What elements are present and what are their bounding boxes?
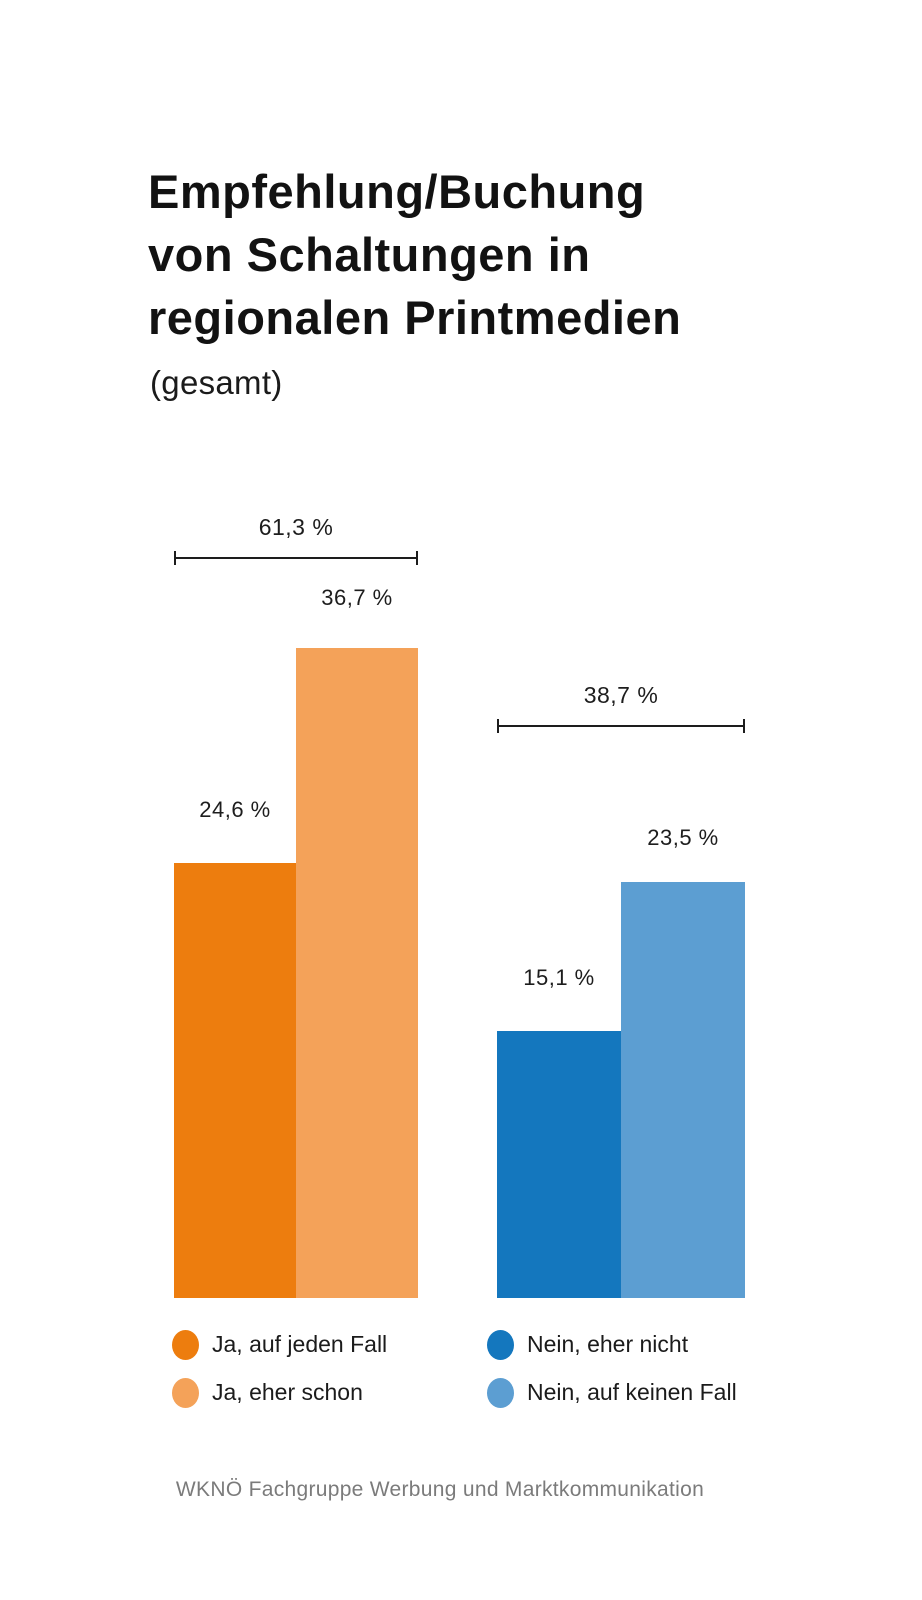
bar-nein-auf-keinen-fall xyxy=(621,882,745,1298)
legend-column-nein: Nein, eher nicht Nein, auf keinen Fall xyxy=(487,1329,737,1408)
page-title-line-1: Empfehlung/Buchung xyxy=(148,165,646,218)
legend-swatch-ja-eher-schon-icon xyxy=(172,1377,199,1408)
legend-label: Nein, eher nicht xyxy=(527,1331,689,1357)
value-label-nein-auf-keinen-fall: 23,5 % xyxy=(647,825,719,850)
bar-ja-eher-schon xyxy=(296,648,418,1298)
total-bracket-ja xyxy=(174,551,418,565)
legend-label: Nein, auf keinen Fall xyxy=(527,1379,737,1405)
value-label-ja-auf-jeden-fall: 24,6 % xyxy=(199,797,271,822)
total-bracket-nein xyxy=(497,719,745,733)
page-title: Empfehlung/Buchung von Schaltungen in re… xyxy=(148,160,828,349)
legend-label: Ja, auf jeden Fall xyxy=(212,1331,388,1357)
page-title-line-2: von Schaltungen in xyxy=(148,228,591,281)
legend-swatch-nein-eher-nicht-icon xyxy=(487,1329,514,1360)
total-label-nein: 38,7 % xyxy=(583,682,659,708)
legend-column-ja: Ja, auf jeden Fall Ja, eher schon xyxy=(172,1329,387,1408)
source-attribution: WKNÖ Fachgruppe Werbung und Marktkommuni… xyxy=(175,1478,705,1501)
bar-nein-eher-nicht xyxy=(497,1031,621,1298)
bar-ja-auf-jeden-fall xyxy=(174,863,296,1298)
page-subtitle: (gesamt) xyxy=(150,364,283,401)
page-title-line-3: regionalen Printmedien xyxy=(148,291,682,344)
legend-swatch-nein-auf-keinen-fall-icon xyxy=(487,1377,514,1408)
legend-item-nein-auf-keinen-fall: Nein, auf keinen Fall xyxy=(487,1377,737,1408)
legend-item-ja-eher-schon: Ja, eher schon xyxy=(172,1377,387,1408)
legend-label: Ja, eher schon xyxy=(212,1379,363,1405)
legend-item-ja-auf-jeden-fall: Ja, auf jeden Fall xyxy=(172,1329,387,1360)
value-label-nein-eher-nicht: 15,1 % xyxy=(523,965,595,990)
value-label-ja-eher-schon: 36,7 % xyxy=(321,585,393,610)
legend-item-nein-eher-nicht: Nein, eher nicht xyxy=(487,1329,737,1360)
total-label-ja: 61,3 % xyxy=(258,514,334,540)
legend-swatch-ja-auf-jeden-fall-icon xyxy=(172,1329,199,1360)
